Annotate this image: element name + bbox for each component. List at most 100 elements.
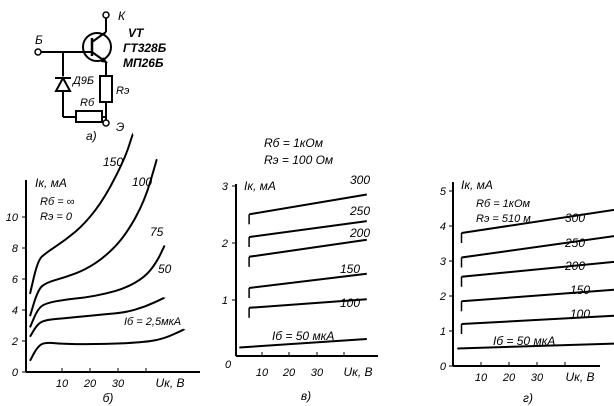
panel-g-x-tick-label: 10 (475, 372, 488, 384)
panel-b-y-tick-label: 8 (12, 243, 19, 255)
panel-b-curve-4 (29, 296, 166, 338)
panel-b-x-ticks: 10 20 30 Uк, В (56, 368, 185, 390)
panel-b-curve-2 (29, 158, 158, 317)
emitter-resistor (99, 75, 113, 103)
panel-b-curve-label: 100 (132, 175, 152, 189)
panel-b-x-tick-label: 10 (56, 378, 69, 390)
panel-g-ylabel: Iк, мА (461, 178, 493, 192)
panel-v-y-tick-label: 2 (221, 238, 228, 250)
panel-g-curve-1 (461, 208, 614, 234)
diode-triangle (54, 75, 72, 92)
panel-b-x-tick-label: 20 (83, 378, 97, 390)
circuit-schematic: К Б Д9Б Rб Rэ Э VT ГТ328Б МП26Б а) (34, 9, 167, 143)
panel-g-curve-label: 100 (570, 307, 590, 321)
emitter-terminal (102, 119, 110, 127)
panel-g-curve-4 (461, 288, 614, 303)
panel-v-curves (239, 193, 367, 349)
panel-v-xlabel: Uк, В (343, 365, 372, 379)
panel-g-curve-label: Iб = 50 мкА (493, 334, 555, 348)
panel-g-caption: г) (523, 391, 533, 405)
panel-v-param-1: Rб = 1кОм (264, 136, 323, 150)
panel-b-curves (29, 132, 186, 362)
panel-b-curve-label: Iб = 2,5мкА (124, 316, 181, 328)
panel-v-y-ticks: 1 2 3 (221, 181, 236, 307)
panel-g-y-ticks: 0 1 2 3 4 5 (439, 186, 453, 373)
emitter-arrow-icon (101, 57, 108, 63)
panel-g-y-tick-label: 4 (440, 221, 446, 233)
panel-g-curve-2 (461, 235, 614, 259)
panel-v-curve-label: 150 (340, 262, 360, 276)
panel-v-curve-2 (248, 220, 367, 238)
panel-g-x-tick-label: 20 (502, 372, 516, 384)
panel-b-y-tick-label: 2 (11, 336, 18, 348)
transistor-type-1: ГТ328Б (123, 41, 167, 55)
panel-b-curve-label: 75 (150, 225, 164, 239)
panel-b-y-tick-label: 4 (12, 305, 18, 317)
diode-label: Д9Б (71, 75, 94, 87)
panel-g-curve-label: 250 (564, 236, 585, 250)
panel-b-y-ticks: 0 2 4 6 8 10 (6, 212, 26, 379)
panel-b-y-tick-label: 6 (12, 274, 19, 286)
re-label: Rэ (116, 85, 130, 97)
panel-g-curve-label: 150 (570, 283, 590, 297)
panel-v-curve-6 (239, 338, 367, 349)
panel-b-xlabel: Uк, В (155, 376, 184, 390)
panel-g-curve-6 (457, 342, 614, 350)
panel-v-x-tick-label: 30 (311, 367, 324, 379)
panel-v-curve-label: 300 (350, 173, 370, 187)
panel-b-y-tick-label: 0 (12, 367, 19, 379)
panel-v-curve-label: 250 (349, 204, 370, 218)
chart-panel-b: Iк, мА Rб = ∞ Rэ = 0 0 2 4 6 8 10 10 20 … (6, 132, 200, 405)
panel-b-x-tick-label: 30 (112, 378, 125, 390)
panel-b-curve-label: 150 (103, 155, 123, 169)
panel-v-caption: в) (301, 389, 311, 403)
panel-g-y-tick-label: 0 (440, 361, 447, 373)
rb-label: Rб (80, 97, 95, 109)
panel-g-x-ticks: 10 20 30 Uк, В (475, 362, 595, 384)
panel-b-curve-1 (29, 132, 134, 295)
panel-b-param-1: Rб = ∞ (40, 196, 75, 208)
panel-g-curve-3 (461, 260, 614, 278)
panel-b-ylabel: Iк, мА (35, 176, 67, 190)
panel-v-x-origin-label: 0 (225, 359, 232, 371)
panel-v-ylabel: Iк, мА (244, 179, 276, 193)
emitter-terminal-label: Э (116, 120, 124, 134)
panel-v-x-tick-label: 20 (282, 367, 296, 379)
panel-b-param-2: Rэ = 0 (40, 211, 73, 223)
collector-terminal-label: К (118, 9, 126, 23)
transistor-symbol (82, 32, 112, 62)
panel-g-param-2: Rэ = 510 м (476, 213, 531, 225)
panel-v-curve-3 (248, 238, 367, 258)
chart-panel-g: Iк, мА Rб = 1кОм Rэ = 510 м 0 1 2 3 4 5 … (439, 178, 614, 405)
panel-g-y-tick-label: 1 (440, 326, 446, 338)
transistor-label: VT (128, 26, 145, 40)
panel-b-caption: б) (103, 391, 114, 405)
panel-g-y-tick-label: 3 (440, 256, 447, 268)
panel-g-curve-5 (461, 314, 614, 325)
transistor-type-2: МП26Б (123, 56, 164, 70)
panel-v-x-tick-label: 10 (256, 367, 269, 379)
circuit-caption: а) (86, 129, 97, 143)
panel-v-curve-label: 200 (349, 226, 370, 240)
panel-v-y-tick-label: 1 (222, 295, 228, 307)
base-terminal (34, 48, 42, 56)
panel-g-y-tick-label: 2 (439, 291, 446, 303)
collector-terminal (102, 11, 110, 19)
panel-b-curve-5 (29, 328, 186, 362)
panel-g-curve-label: 300 (565, 211, 585, 225)
panel-g-curves (457, 208, 614, 350)
panel-g-curve-label: 200 (564, 259, 585, 273)
base-terminal-label: Б (35, 33, 43, 47)
transistor-collector-lead (91, 31, 107, 43)
panel-g-param-1: Rб = 1кОм (476, 198, 531, 210)
panel-v-x-ticks: 0 10 20 30 Uк, В (225, 352, 373, 379)
panel-v-curve-label: Iб = 50 мкА (272, 329, 334, 343)
panel-v-curve-5 (249, 298, 367, 309)
panel-v-y-tick-label: 3 (222, 181, 229, 193)
panel-g-xlabel: Uк, В (565, 370, 594, 384)
panel-b-curve-3 (29, 245, 166, 328)
panel-v-curve-4 (248, 272, 367, 289)
panel-v-curve-label: 100 (340, 296, 360, 310)
panel-v-curve-1 (248, 193, 367, 216)
